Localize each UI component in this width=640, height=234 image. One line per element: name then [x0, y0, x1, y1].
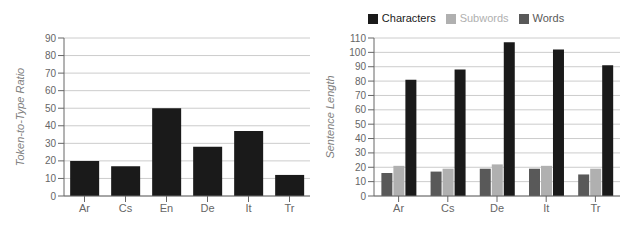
svg-text:30: 30	[355, 147, 367, 158]
svg-text:50: 50	[355, 119, 367, 130]
svg-text:90: 90	[45, 33, 57, 44]
svg-text:20: 20	[45, 155, 57, 166]
svg-text:Cs: Cs	[441, 202, 455, 214]
svg-text:40: 40	[355, 133, 367, 144]
svg-text:0: 0	[50, 191, 56, 202]
svg-text:0: 0	[360, 191, 366, 202]
svg-text:En: En	[160, 202, 173, 214]
svg-text:80: 80	[45, 50, 57, 61]
svg-text:90: 90	[355, 61, 367, 72]
svg-text:50: 50	[45, 103, 57, 114]
svg-text:30: 30	[45, 138, 57, 149]
svg-text:Sentence Length: Sentence Length	[324, 75, 336, 158]
svg-text:10: 10	[355, 176, 367, 187]
svg-text:Ar: Ar	[79, 202, 90, 214]
html-text:Characters: Characters	[381, 12, 436, 24]
svg-text:60: 60	[45, 85, 57, 96]
svg-text:It: It	[543, 202, 549, 214]
svg-text:80: 80	[355, 76, 367, 87]
svg-text:De: De	[490, 202, 504, 214]
svg-text:Tr: Tr	[285, 202, 295, 214]
svg-text:70: 70	[45, 68, 57, 79]
svg-text:110: 110	[350, 33, 366, 44]
svg-text:De: De	[200, 202, 214, 214]
svg-text:Tr: Tr	[590, 202, 600, 214]
svg-text:Token-to-Type Ratio: Token-to-Type Ratio	[14, 68, 26, 166]
svg-text:70: 70	[355, 90, 367, 101]
svg-text:10: 10	[45, 173, 57, 184]
svg-text:20: 20	[355, 162, 367, 173]
svg-text:60: 60	[355, 104, 367, 115]
html-text:Subwords: Subwords	[459, 12, 509, 24]
html-text:Words: Words	[532, 12, 565, 24]
svg-text:Cs: Cs	[119, 202, 133, 214]
svg-text:100: 100	[349, 47, 366, 58]
svg-text:40: 40	[45, 120, 57, 131]
svg-text:It: It	[245, 202, 251, 214]
svg-text:Ar: Ar	[393, 202, 404, 214]
